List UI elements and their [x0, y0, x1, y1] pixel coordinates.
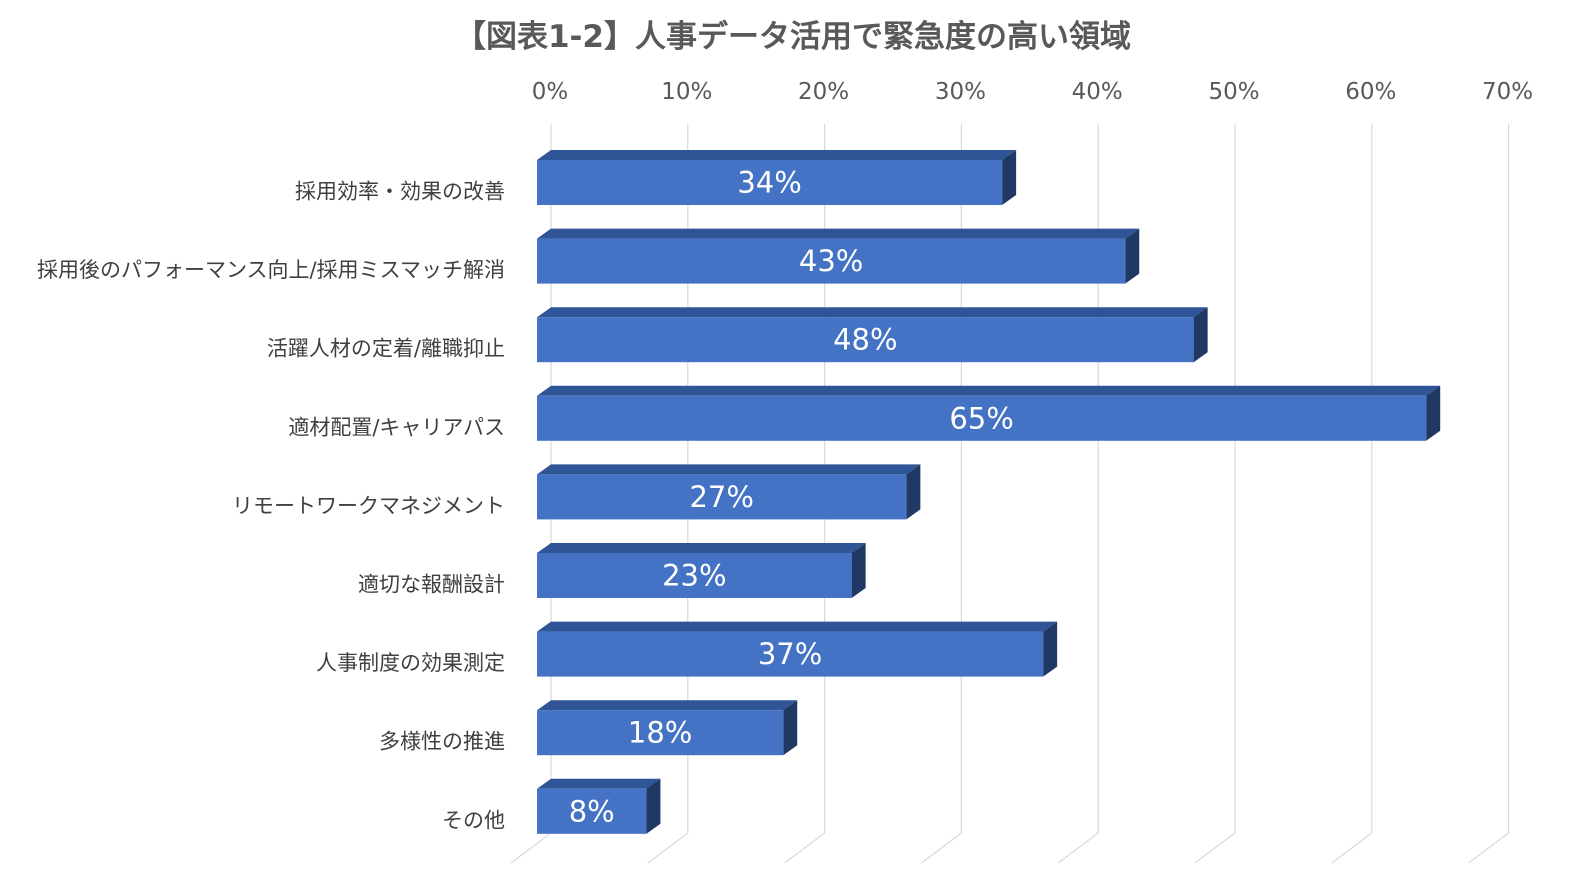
category-label: 多様性の推進 — [379, 730, 505, 754]
x-tick-label: 70% — [1482, 79, 1533, 105]
chart-title: 【図表1-2】人事データ活用で緊急度の高い領域 — [455, 19, 1131, 55]
x-tick-label: 40% — [1072, 79, 1123, 105]
data-label: 18% — [628, 716, 692, 750]
data-label: 34% — [737, 166, 801, 200]
category-label: リモートワークマネジメント — [232, 494, 505, 518]
x-axis-ticks: 0% 10% 20% 30% 40% 50% 60% 70% — [532, 79, 1533, 105]
data-label: 48% — [833, 323, 897, 357]
x-tick-label: 60% — [1345, 79, 1396, 105]
data-label: 8% — [569, 794, 615, 828]
bar — [537, 700, 798, 756]
bar — [537, 543, 866, 598]
category-label: 採用効率・効果の改善 — [295, 180, 505, 204]
data-label: 23% — [662, 559, 726, 593]
bars: 34% 43% 48% 65% 27% 23% 37% 18% 8% — [537, 150, 1441, 834]
category-label: 採用後のパフォーマンス向上/採用ミスマッチ解消 — [37, 258, 505, 282]
gridline — [1468, 124, 1510, 864]
category-labels: 採用効率・効果の改善採用後のパフォーマンス向上/採用ミスマッチ解消活躍人材の定着… — [37, 180, 505, 833]
bar — [537, 621, 1058, 677]
bar — [537, 150, 1017, 205]
gridline — [1194, 124, 1236, 864]
data-label: 27% — [689, 480, 753, 514]
x-tick-label: 20% — [798, 79, 849, 105]
data-label: 65% — [949, 401, 1013, 435]
data-label: 37% — [758, 637, 822, 671]
x-tick-label: 30% — [935, 79, 986, 105]
x-tick-label: 50% — [1208, 79, 1259, 105]
x-tick-label: 0% — [532, 79, 569, 105]
category-label: 適材配置/キャリアパス — [288, 415, 505, 439]
category-label: 人事制度の効果測定 — [316, 651, 505, 675]
bar — [537, 778, 661, 834]
bar — [537, 228, 1140, 284]
category-label: 適切な報酬設計 — [358, 573, 505, 597]
category-label: その他 — [442, 808, 505, 832]
bar — [537, 385, 1441, 441]
gridline — [1331, 124, 1373, 864]
data-label: 43% — [799, 244, 863, 278]
x-tick-label: 10% — [661, 79, 712, 105]
bar — [537, 307, 1208, 363]
bar — [537, 464, 921, 520]
category-label: 活躍人材の定着/離職抑止 — [267, 337, 505, 361]
